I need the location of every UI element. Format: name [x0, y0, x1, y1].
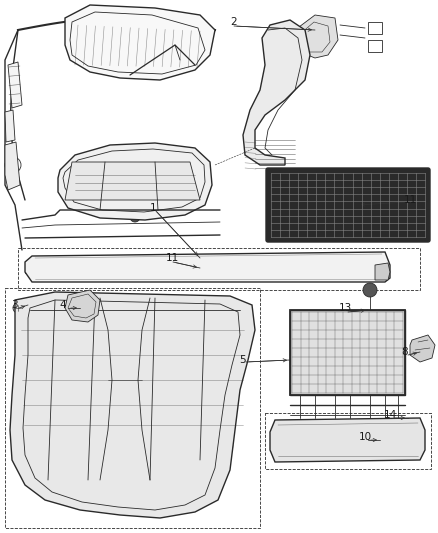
Text: 4: 4	[60, 300, 66, 310]
Text: 1: 1	[150, 203, 156, 213]
Polygon shape	[270, 418, 425, 462]
Polygon shape	[410, 335, 435, 362]
Polygon shape	[65, 290, 100, 322]
Circle shape	[13, 303, 23, 313]
Text: 3: 3	[11, 300, 18, 310]
Bar	[5, 288, 260, 528]
Circle shape	[65, 317, 71, 323]
Bar	[368, 40, 382, 52]
Bar	[290, 310, 405, 395]
Text: 11: 11	[166, 253, 179, 263]
Polygon shape	[243, 20, 310, 165]
Polygon shape	[8, 62, 22, 108]
Text: 13: 13	[339, 303, 352, 313]
Text: 11: 11	[403, 195, 417, 205]
Polygon shape	[65, 162, 200, 200]
Polygon shape	[375, 263, 390, 280]
Circle shape	[130, 212, 140, 222]
Polygon shape	[292, 15, 338, 58]
Polygon shape	[65, 5, 215, 80]
Text: 2: 2	[231, 17, 237, 27]
Polygon shape	[58, 143, 212, 220]
Circle shape	[57, 482, 63, 488]
Text: 8: 8	[402, 347, 408, 357]
Circle shape	[182, 317, 188, 323]
Text: 5: 5	[240, 355, 246, 365]
Text: 14: 14	[383, 410, 397, 420]
Polygon shape	[25, 252, 390, 282]
Bar	[25, 265, 33, 273]
Polygon shape	[10, 292, 255, 518]
Bar	[290, 310, 405, 395]
Circle shape	[363, 283, 377, 297]
Text: 10: 10	[358, 432, 371, 442]
Polygon shape	[5, 110, 15, 142]
FancyBboxPatch shape	[266, 168, 430, 242]
Polygon shape	[5, 142, 20, 190]
Bar	[368, 22, 382, 34]
Circle shape	[202, 475, 208, 481]
